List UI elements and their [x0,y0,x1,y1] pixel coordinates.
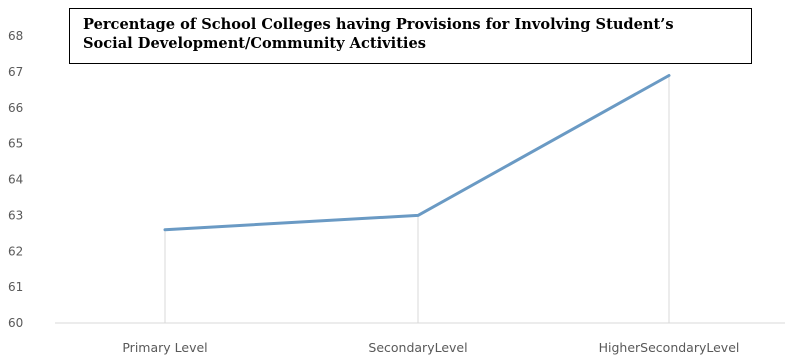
y-tick-label: 68 [8,29,23,43]
x-axis-ticks: Primary Level SecondaryLevel HigherSeconda… [122,340,739,355]
y-tick-label: 66 [8,101,23,115]
y-tick-label: 60 [8,316,23,330]
chart-title-line-2: Social Development/Community Activities [83,35,426,52]
x-tick-label: SecondaryLevel [368,340,467,355]
x-tick-label: HigherSecondaryLevel [599,340,740,355]
y-axis-ticks: 60 61 62 63 64 65 66 67 68 [8,29,23,330]
y-tick-label: 65 [8,137,23,151]
y-tick-label: 64 [8,173,23,187]
chart-title-line-1: Percentage of School Colleges having Pro… [83,16,674,33]
y-tick-label: 61 [8,280,23,294]
x-tick-label: Primary Level [122,340,207,355]
y-tick-label: 67 [8,65,23,79]
drop-lines [164,75,670,323]
y-tick-label: 63 [8,208,23,222]
series-line [163,74,671,232]
chart-title-box: Percentage of School Colleges having Pro… [69,8,752,64]
y-tick-label: 62 [8,244,23,258]
